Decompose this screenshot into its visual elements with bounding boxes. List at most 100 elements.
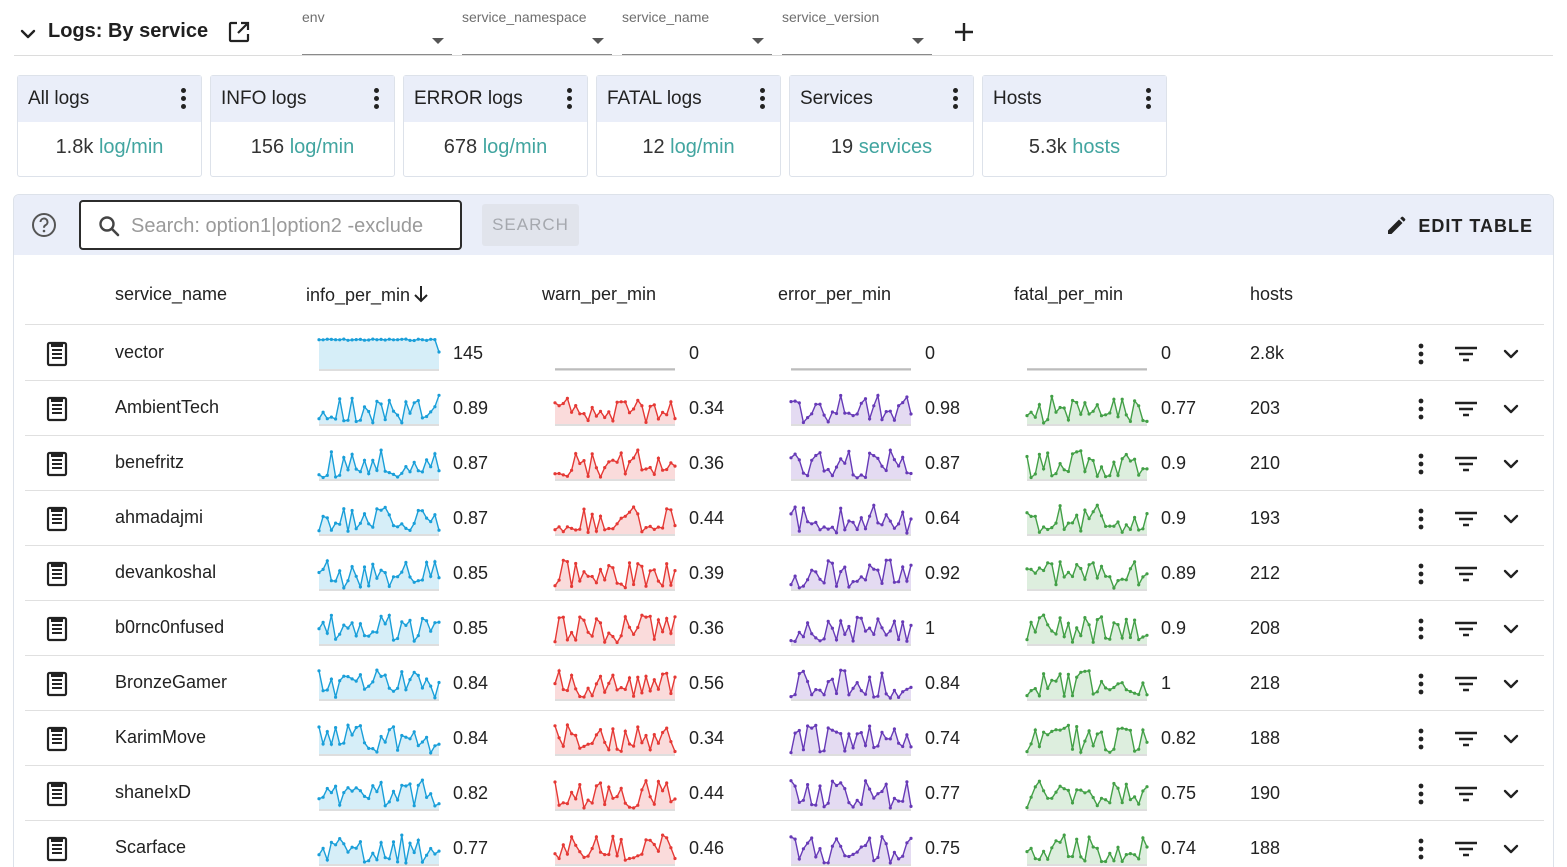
chevron-down-icon[interactable] — [1498, 451, 1524, 477]
more-vert-icon[interactable] — [1408, 616, 1434, 642]
hosts-value: 212 — [1250, 563, 1281, 583]
sparkline-error — [789, 447, 913, 481]
filter-list-icon[interactable] — [1453, 836, 1479, 862]
sparkline-info — [317, 337, 441, 371]
service-name-cell[interactable]: BronzeGamer — [115, 672, 228, 692]
search-button[interactable]: SEARCH — [482, 204, 579, 246]
more-vert-icon[interactable] — [372, 88, 380, 110]
more-vert-icon[interactable] — [758, 88, 766, 110]
column-header-service-name[interactable]: service_name — [115, 284, 228, 304]
chevron-down-icon[interactable] — [1498, 671, 1524, 697]
filter-list-icon[interactable] — [1453, 506, 1479, 532]
filter-service-namespace[interactable]: service_namespace — [462, 8, 612, 55]
more-vert-icon[interactable] — [179, 88, 187, 110]
filter-list-icon[interactable] — [1453, 561, 1479, 587]
help-icon[interactable] — [31, 212, 57, 238]
more-vert-icon[interactable] — [1408, 671, 1434, 697]
sparkline-error — [789, 503, 913, 536]
table-row[interactable]: ahmadajmi 0.87 0.44 0.64 0.9 193 — [25, 491, 1544, 546]
service-name-cell[interactable]: devankoshal — [115, 562, 217, 582]
filter-service-name[interactable]: service_name — [622, 8, 772, 55]
table-row[interactable]: AmbientTech 0.89 0.34 0.98 0.77 203 — [25, 381, 1544, 436]
open-in-new-icon[interactable] — [226, 19, 252, 45]
chevron-down-icon[interactable] — [18, 24, 38, 44]
more-vert-icon[interactable] — [1144, 88, 1152, 110]
chevron-down-icon[interactable] — [1498, 616, 1524, 642]
dashboard-header: Logs: By service env service_namespace s… — [0, 0, 1567, 56]
card-unit: log/min — [289, 136, 355, 158]
error-per-min-value: 0.75 — [925, 838, 961, 858]
document-icon[interactable] — [45, 506, 69, 532]
search-input[interactable] — [131, 213, 451, 239]
chevron-down-icon[interactable] — [1498, 396, 1524, 422]
table-row[interactable]: benefritz 0.87 0.36 0.87 0.9 210 — [25, 436, 1544, 491]
more-vert-icon[interactable] — [1408, 561, 1434, 587]
card-unit: log/min — [482, 136, 548, 158]
document-icon[interactable] — [45, 341, 69, 367]
chevron-down-icon[interactable] — [1498, 836, 1524, 862]
card-unit: log/min — [670, 136, 735, 158]
fatal-per-min-value: 0.89 — [1161, 563, 1197, 583]
service-name-cell[interactable]: b0rnc0nfused — [115, 617, 225, 637]
chevron-down-icon[interactable] — [1498, 726, 1524, 752]
filter-list-icon[interactable] — [1453, 396, 1479, 422]
chevron-down-icon[interactable] — [1498, 506, 1524, 532]
document-icon[interactable] — [45, 616, 69, 642]
filter-list-icon[interactable] — [1453, 616, 1479, 642]
document-icon[interactable] — [45, 781, 69, 807]
document-icon[interactable] — [45, 671, 69, 697]
document-icon[interactable] — [45, 396, 69, 422]
chevron-down-icon[interactable] — [1498, 781, 1524, 807]
table-row[interactable]: b0rnc0nfused 0.85 0.36 1 0.9 208 — [25, 601, 1544, 656]
column-header-hosts[interactable]: hosts — [1250, 284, 1294, 304]
column-header-warn-per-min[interactable]: warn_per_min — [542, 284, 657, 304]
document-icon[interactable] — [45, 561, 69, 587]
table-row[interactable]: KarimMove 0.84 0.34 0.74 0.82 188 — [25, 711, 1544, 766]
fatal-per-min-value: 0.77 — [1161, 398, 1197, 418]
table-row[interactable]: shaneIxD 0.82 0.44 0.77 0.75 190 — [25, 766, 1544, 821]
edit-table-button[interactable]: EDIT TABLE — [1386, 213, 1533, 239]
service-name-cell[interactable]: shaneIxD — [115, 782, 192, 802]
document-icon[interactable] — [45, 726, 69, 752]
filter-list-icon[interactable] — [1453, 671, 1479, 697]
column-header-info-per-min[interactable]: info_per_min — [306, 284, 430, 306]
table-row[interactable]: devankoshal 0.85 0.39 0.92 0.89 212 — [25, 546, 1544, 601]
more-vert-icon[interactable] — [1408, 451, 1434, 477]
column-header-fatal-per-min[interactable]: fatal_per_min — [1014, 284, 1124, 304]
fatal-per-min-value: 0.9 — [1161, 618, 1187, 638]
filter-list-icon[interactable] — [1453, 781, 1479, 807]
table-row[interactable]: vector 145 0 0 0 2.8k — [25, 326, 1544, 381]
service-name-cell[interactable]: Scarface — [115, 837, 187, 857]
service-name-cell[interactable]: benefritz — [115, 452, 185, 472]
filter-list-icon[interactable] — [1453, 451, 1479, 477]
fatal-per-min-value: 0 — [1161, 343, 1172, 363]
error-per-min-value: 0.98 — [925, 398, 961, 418]
more-vert-icon[interactable] — [1408, 726, 1434, 752]
filter-list-icon[interactable] — [1453, 341, 1479, 367]
table-row[interactable]: BronzeGamer 0.84 0.56 0.84 1 218 — [25, 656, 1544, 711]
document-icon[interactable] — [45, 836, 69, 862]
more-vert-icon[interactable] — [1408, 781, 1434, 807]
column-header-error-per-min[interactable]: error_per_min — [778, 284, 892, 304]
more-vert-icon[interactable] — [1408, 836, 1434, 862]
sparkline-warn — [553, 833, 677, 866]
sparkline-warn — [553, 778, 677, 811]
more-vert-icon[interactable] — [1408, 506, 1434, 532]
document-icon[interactable] — [45, 451, 69, 477]
service-name-cell[interactable]: AmbientTech — [115, 397, 220, 417]
plus-icon[interactable] — [952, 20, 976, 44]
more-vert-icon[interactable] — [1408, 396, 1434, 422]
chevron-down-icon[interactable] — [1498, 561, 1524, 587]
filter-list-icon[interactable] — [1453, 726, 1479, 752]
more-vert-icon[interactable] — [1408, 341, 1434, 367]
more-vert-icon[interactable] — [951, 88, 959, 110]
table-row[interactable]: Scarface 0.77 0.46 0.75 0.74 188 — [25, 821, 1544, 867]
service-name-cell[interactable]: vector — [115, 342, 165, 362]
filter-service-version[interactable]: service_version — [782, 8, 932, 55]
hosts-value: 210 — [1250, 453, 1281, 473]
more-vert-icon[interactable] — [565, 88, 573, 110]
service-name-cell[interactable]: KarimMove — [115, 727, 207, 747]
service-name-cell[interactable]: ahmadajmi — [115, 507, 204, 527]
filter-env[interactable]: env — [302, 8, 452, 55]
chevron-down-icon[interactable] — [1498, 341, 1524, 367]
